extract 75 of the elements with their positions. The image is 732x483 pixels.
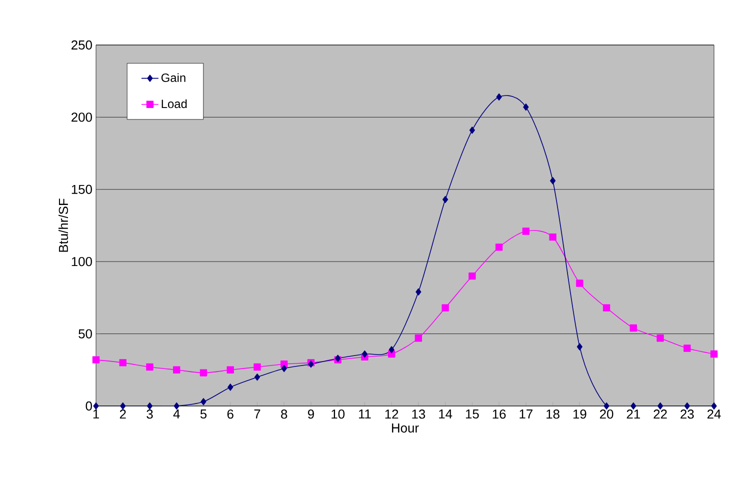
- point: [254, 374, 260, 381]
- x-tick-label: 3: [146, 410, 153, 419]
- point: [604, 402, 610, 410]
- point: [657, 402, 664, 410]
- point: [656, 334, 664, 342]
- point: [550, 177, 556, 184]
- x-tick-label: 7: [254, 410, 260, 418]
- x-tick-label: 13: [412, 410, 426, 419]
- x-tick-label: 23: [680, 410, 694, 419]
- point: [254, 363, 261, 371]
- x-tick-label: 1: [93, 410, 99, 418]
- point: [442, 304, 449, 312]
- point: [602, 304, 610, 312]
- point: [630, 402, 636, 410]
- x-axis-title: Hour: [392, 424, 419, 433]
- point: [549, 233, 556, 241]
- x-tick-label: 16: [492, 410, 506, 419]
- point: [469, 126, 475, 134]
- point: [522, 228, 530, 235]
- legend-label: Gain: [161, 73, 186, 82]
- x-tick-label: 19: [573, 410, 586, 419]
- y-axis-title: Btu/hr/SF: [58, 198, 68, 252]
- x-tick-label: 5: [200, 410, 207, 419]
- point: [120, 402, 126, 410]
- point: [119, 359, 126, 366]
- point: [684, 344, 691, 352]
- point: [174, 402, 180, 410]
- point: [92, 356, 100, 364]
- x-tick-label: 21: [626, 410, 640, 419]
- x-tick-label: 11: [358, 410, 371, 418]
- point: [362, 350, 368, 358]
- point: [226, 366, 234, 374]
- point: [414, 334, 422, 342]
- x-tick-label: 8: [281, 410, 288, 419]
- point: [146, 363, 154, 371]
- point: [442, 196, 448, 204]
- y-tick-label: 100: [72, 257, 92, 266]
- x-tick-label: 4: [173, 410, 180, 418]
- y-tick-label: 200: [72, 112, 92, 122]
- point: [200, 369, 208, 376]
- x-tick-label: 10: [332, 410, 345, 419]
- y-tick-label: 50: [78, 329, 92, 338]
- point: [523, 104, 529, 111]
- point: [146, 402, 153, 410]
- point: [496, 93, 502, 101]
- y-tick-label: 0: [86, 401, 92, 411]
- point: [468, 272, 476, 280]
- x-tick-label: 22: [654, 410, 667, 419]
- x-tick-label: 9: [308, 410, 314, 419]
- x-tick-label: 24: [707, 410, 721, 419]
- x-tick-label: 20: [600, 410, 614, 419]
- y-tick-label: 150: [72, 184, 92, 194]
- x-tick-label: 6: [227, 410, 234, 419]
- point: [173, 366, 180, 374]
- x-tick-label: 18: [546, 410, 560, 419]
- point: [388, 346, 394, 354]
- point: [416, 288, 422, 296]
- point: [93, 402, 99, 410]
- x-tick-label: 15: [466, 410, 479, 419]
- x-tick-label: 17: [520, 410, 532, 418]
- point: [710, 350, 718, 358]
- point: [495, 244, 503, 251]
- x-tick-label: 14: [439, 410, 452, 418]
- point: [576, 343, 582, 350]
- legend-label: Load: [162, 99, 187, 108]
- point: [576, 280, 584, 287]
- y-tick-label: 250: [72, 40, 92, 50]
- x-tick-label: 12: [385, 410, 398, 419]
- point: [228, 384, 234, 391]
- point: [684, 402, 690, 410]
- point: [200, 398, 206, 406]
- x-tick-label: 2: [120, 410, 126, 419]
- point: [630, 324, 637, 332]
- point: [281, 364, 287, 372]
- point: [711, 402, 717, 410]
